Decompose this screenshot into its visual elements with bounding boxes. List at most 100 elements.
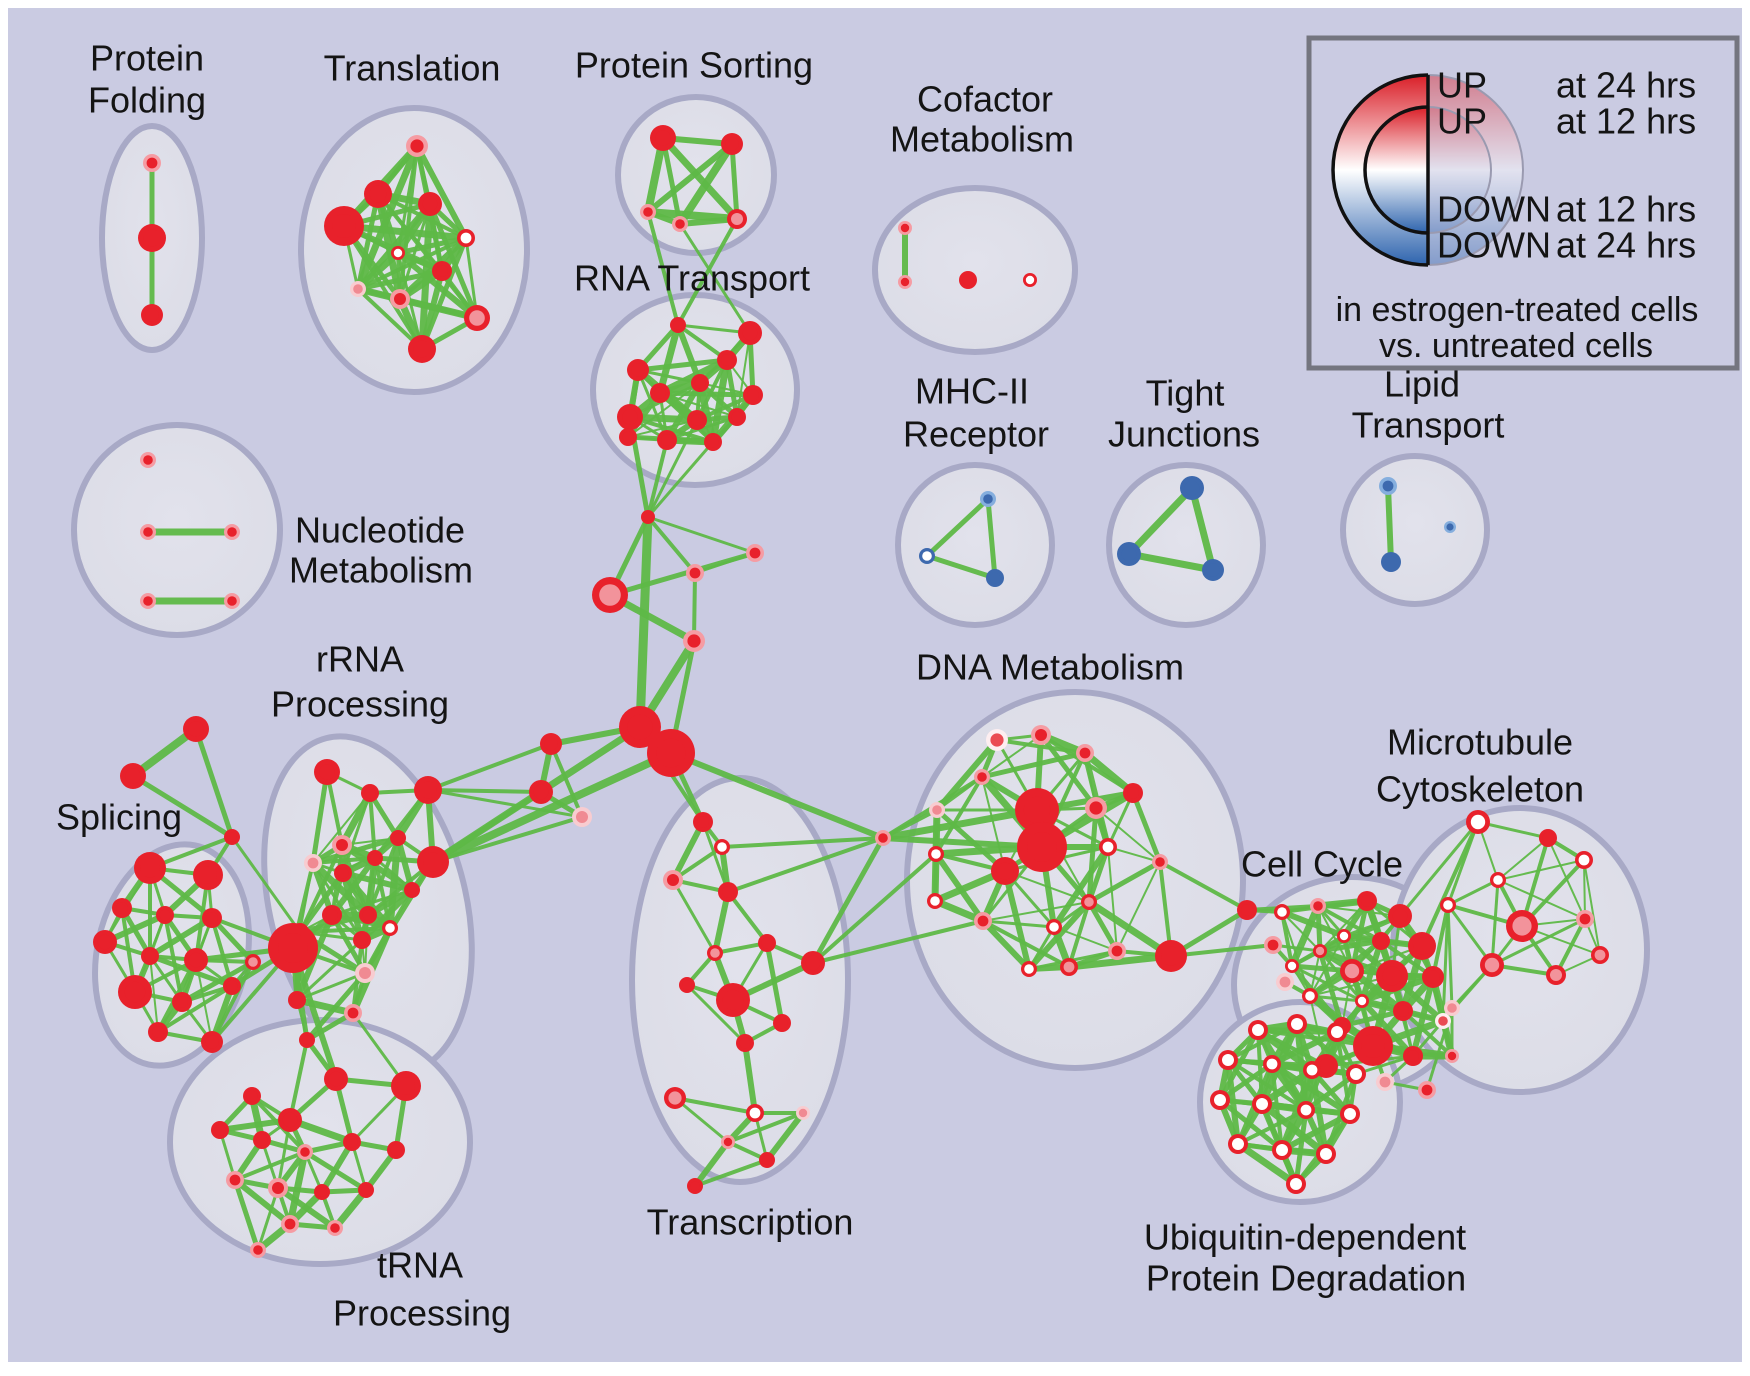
edge-tn	[331, 1186, 370, 1232]
edge-rr	[310, 769, 330, 866]
edge-dn	[1053, 926, 1118, 952]
gene-node-hub-core	[544, 737, 558, 751]
gene-node-mt-core	[1550, 969, 1562, 981]
gene-node-cc-core	[1318, 1058, 1334, 1074]
gene-node-rt-core	[721, 354, 733, 366]
edge-dn	[1086, 899, 1120, 954]
gene-node-dn-core	[977, 915, 989, 927]
gene-node-tr-core	[394, 293, 406, 305]
gene-node-hub-core	[1267, 939, 1279, 951]
edge-mt	[1490, 878, 1500, 967]
gene-node-tc-core	[761, 937, 773, 949]
edge-link	[351, 1011, 408, 1088]
edge-tc	[726, 890, 769, 945]
gene-node-sp-core	[199, 866, 217, 884]
gene-node-tn-core	[330, 1223, 340, 1233]
legend-time-3: at 24 hrs	[1556, 225, 1696, 266]
gene-node-tr-core	[332, 214, 356, 238]
gene-node-rr-core	[419, 781, 437, 799]
edge-tj	[1125, 484, 1196, 558]
cluster-label-mh: MHC-II	[915, 371, 1029, 412]
edge-tr	[354, 249, 402, 293]
gene-node-sp-core	[159, 909, 171, 921]
gene-node-tc-core	[776, 1017, 788, 1029]
edge-ub	[1234, 1140, 1300, 1188]
edge-rr	[293, 996, 357, 1017]
gene-node-rt-core	[622, 409, 638, 425]
edge-sp	[195, 959, 213, 1043]
edge-mt	[1446, 903, 1494, 967]
edge-tn	[233, 1150, 307, 1182]
gene-node-rt-core	[707, 436, 719, 448]
cluster-label-pf: Protein	[90, 38, 204, 79]
gene-node-hub-core	[749, 547, 761, 559]
gene-node-tc-core	[749, 1107, 761, 1119]
gene-node-mh-core	[989, 572, 1001, 584]
gene-node-nm-core	[143, 596, 153, 606]
edge-link	[426, 788, 584, 819]
edge-cc	[1401, 1009, 1454, 1058]
gene-node-tr-core	[413, 340, 431, 358]
edge-link	[288, 1038, 309, 1122]
gene-node-cf-core	[962, 274, 974, 286]
gene-node-sp-core	[206, 912, 218, 924]
gene-node-sp-core	[205, 1035, 219, 1049]
gene-node-tr-core	[422, 196, 438, 212]
edge-mt	[1446, 878, 1500, 907]
gene-node-mt-core	[1443, 900, 1453, 910]
cluster-label-dn: DNA Metabolism	[916, 647, 1184, 688]
edge-rt	[659, 392, 738, 418]
gene-node-mt-core	[1484, 957, 1500, 973]
gene-node-ub-core	[1266, 1058, 1278, 1070]
gene-node-hub-core	[643, 512, 653, 522]
edge-cc	[1281, 911, 1321, 952]
edge-tj	[1125, 550, 1217, 574]
layer-edges	[102, 134, 1601, 1254]
gene-node-cc-core	[1361, 1034, 1385, 1058]
gene-node-rr-core	[385, 923, 395, 933]
gene-node-pf-core	[146, 157, 158, 169]
edge-link	[811, 852, 938, 965]
edge-tr	[414, 143, 469, 241]
edge-ps	[729, 141, 740, 222]
gene-node-rr-core	[291, 994, 303, 1006]
legend-time-1: at 12 hrs	[1556, 101, 1696, 142]
edge-link	[678, 222, 752, 335]
cluster-label-mt: Cytoskeleton	[1376, 769, 1584, 810]
gene-node-tn-core	[328, 1071, 344, 1087]
gene-node-cc-core	[1315, 946, 1325, 956]
gene-node-ps-core	[643, 207, 653, 217]
edge-tc	[670, 819, 706, 883]
edge-mt	[1583, 859, 1601, 956]
edge-rr	[359, 887, 415, 943]
legend-glyph-fade	[1428, 75, 1523, 265]
gene-node-dn-core	[1084, 897, 1094, 907]
gene-node-dn-core	[1102, 841, 1114, 853]
edge-link	[429, 749, 675, 866]
cluster-label-rr: rRNA	[316, 639, 404, 680]
edge-dn	[1086, 859, 1163, 905]
gene-node-rt-core	[673, 320, 683, 330]
gene-node-tj-core	[1121, 546, 1137, 562]
edge-dn	[1051, 844, 1111, 930]
edge-link	[1169, 943, 1275, 958]
gene-node-lt-core	[1382, 480, 1394, 492]
gene-node-cc-core	[1397, 1005, 1409, 1017]
edge-tr	[355, 268, 445, 292]
cluster-label-tr: Translation	[324, 48, 501, 89]
edge-tc	[764, 1110, 806, 1163]
gene-node-cc-core	[1375, 935, 1387, 947]
edge-dn	[933, 851, 986, 924]
edge-rr	[310, 835, 401, 866]
edge-rr	[311, 861, 364, 942]
cluster-label-lt: Transport	[1352, 405, 1505, 446]
edge-ub	[1279, 1111, 1353, 1153]
gene-node-mt-core	[1542, 832, 1554, 844]
edge-rt	[627, 419, 698, 438]
gene-node-cc-core	[1339, 931, 1349, 941]
edge-cc	[1317, 938, 1384, 954]
edge-dn	[1027, 925, 1056, 971]
gene-node-dn-core	[1079, 747, 1091, 759]
cluster-label-cc: Cell Cycle	[1241, 844, 1403, 885]
